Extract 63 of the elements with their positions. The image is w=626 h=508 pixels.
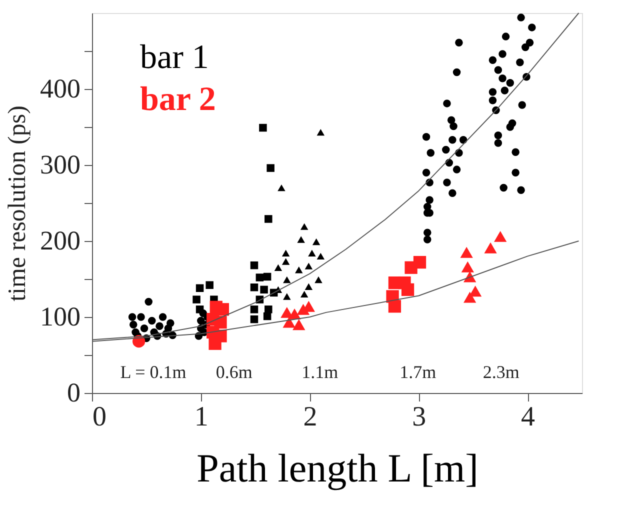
y-tick-label: 400 <box>40 74 80 104</box>
point <box>460 246 473 258</box>
annotation: 1.7m <box>400 362 436 382</box>
point <box>263 272 272 281</box>
y-tick-label: 300 <box>40 150 80 180</box>
point <box>300 290 308 298</box>
point <box>316 128 325 136</box>
point <box>461 261 474 272</box>
point <box>314 276 322 284</box>
point <box>282 258 290 265</box>
x-tick-label: 0 <box>92 402 106 432</box>
point <box>263 312 272 320</box>
point <box>404 261 418 274</box>
point <box>312 238 320 246</box>
point <box>250 283 258 292</box>
y-tick-label: 0 <box>67 378 80 408</box>
point <box>283 293 291 300</box>
point <box>283 276 291 284</box>
point <box>260 286 268 294</box>
y-tick-label: 100 <box>40 302 80 332</box>
text: bar 2 <box>140 81 216 118</box>
annotation: 0.6m <box>216 362 252 382</box>
point <box>192 296 200 304</box>
point <box>250 261 258 270</box>
point <box>464 292 476 303</box>
point <box>274 264 282 271</box>
point <box>256 274 264 282</box>
point <box>304 262 313 270</box>
point <box>196 284 204 292</box>
point <box>292 319 306 330</box>
text: bar 1 <box>140 39 209 76</box>
point <box>208 337 222 350</box>
x-axis-title: Path length L [m] <box>196 446 478 490</box>
point <box>304 283 313 290</box>
point <box>282 250 290 257</box>
annotation: 2.3m <box>482 362 520 382</box>
point <box>206 281 214 289</box>
y-axis-title: time resolution (ps) <box>4 106 31 302</box>
x-tick-label: 1 <box>194 402 208 432</box>
point <box>398 276 411 290</box>
x-tick-label: 3 <box>412 402 426 432</box>
x-tick-label: 4 <box>521 402 536 432</box>
x-tick-label: 2 <box>303 402 318 432</box>
point <box>264 215 272 223</box>
point <box>278 184 286 192</box>
point <box>250 315 258 324</box>
point <box>484 242 497 254</box>
point <box>316 252 325 260</box>
point <box>308 250 316 257</box>
point <box>266 164 274 172</box>
point <box>196 306 204 314</box>
point <box>295 266 303 274</box>
point <box>388 300 402 313</box>
point <box>250 306 258 314</box>
y-tick-label: 200 <box>40 226 80 256</box>
annotation: 1.1m <box>302 362 338 382</box>
point <box>468 286 482 297</box>
point <box>297 236 305 243</box>
point <box>494 230 507 242</box>
point <box>300 223 308 230</box>
point <box>259 124 267 132</box>
point <box>288 308 301 320</box>
annotation: L = 0.1m <box>120 362 186 382</box>
